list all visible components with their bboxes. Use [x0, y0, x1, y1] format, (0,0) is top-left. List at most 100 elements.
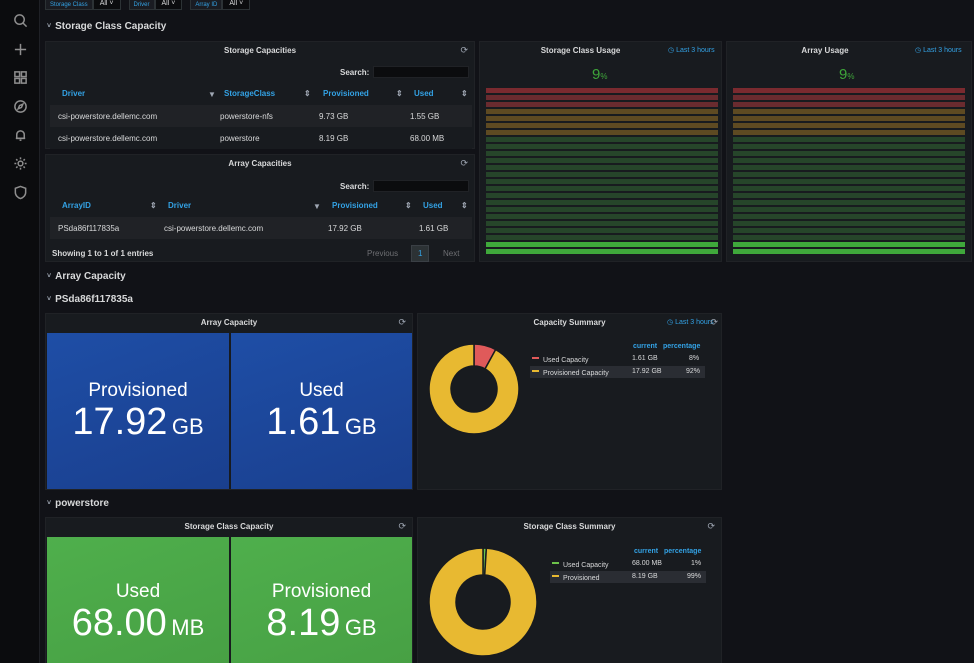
storage-class-summary-panel: Storage Class Summary ⟳ current percenta…	[417, 517, 722, 663]
row-storage-class-capacity[interactable]: ˅ Storage Class Capacity	[47, 21, 166, 32]
explore-icon[interactable]	[12, 98, 28, 114]
gauge-segment	[486, 165, 718, 170]
row-array-capacity[interactable]: ˅ Array Capacity	[47, 271, 126, 282]
gauge-segment	[733, 130, 965, 135]
donut-slice[interactable]	[428, 547, 538, 657]
row-title: Storage Class Capacity	[55, 21, 167, 32]
array-id-select[interactable]: All ˅	[222, 0, 251, 10]
row-powerstore[interactable]: ˅ powerstore	[47, 498, 109, 509]
sort-icon[interactable]: ▼	[208, 90, 216, 99]
search-label: Search:	[340, 68, 370, 77]
search-input[interactable]	[373, 66, 469, 78]
refresh-icon[interactable]: ⟳	[710, 317, 718, 327]
driver-select[interactable]: All ˅	[154, 0, 183, 10]
dashboards-icon[interactable]	[12, 69, 28, 85]
table-row[interactable]: csi-powerstore.dellemc.com powerstore 8.…	[50, 127, 472, 149]
legend-item[interactable]: Used Capacity 68.00 MB 1%	[550, 558, 706, 570]
array-capacity-panel: Array Capacity ⟳ Provisioned 17.92 GB Us…	[45, 313, 413, 490]
gauge-segment	[486, 95, 718, 100]
legend-item[interactable]: Provisioned Capacity 17.92 GB 92%	[530, 366, 705, 378]
column-header[interactable]: Used	[414, 89, 434, 98]
storage-class-capacity-panel: Storage Class Capacity ⟳ Used 68.00 MB P…	[45, 517, 413, 663]
legend-header: percentage	[664, 548, 702, 555]
gauge-segment	[733, 109, 965, 114]
search-icon[interactable]	[12, 12, 28, 28]
variables-bar: Storage Class All ˅ Driver All ˅ Array I…	[45, 0, 258, 11]
row-array-id[interactable]: ˅ PSda86f117835a	[47, 294, 133, 305]
panel-title: Capacity Summary	[533, 318, 606, 327]
gauge-segment	[486, 193, 718, 198]
gauge-segment	[733, 88, 965, 93]
column-header[interactable]: Driver	[62, 89, 86, 98]
gauge-segment	[486, 123, 718, 128]
gauge-segment	[486, 235, 718, 240]
storage-class-select[interactable]: All ˅	[92, 0, 121, 10]
panel-title: Storage Capacities	[223, 46, 297, 55]
gauge-segment	[733, 172, 965, 177]
next-button[interactable]: Next	[443, 249, 460, 258]
legend-swatch	[552, 575, 559, 578]
refresh-icon[interactable]: ⟳	[707, 521, 715, 531]
row-title: PSda86f117835a	[55, 294, 133, 305]
panel-title: Array Capacity	[200, 318, 258, 327]
time-range-picker[interactable]: ◷ Last 3 hours	[668, 47, 715, 54]
gauge-segment	[486, 144, 718, 149]
legend-header: current	[634, 548, 659, 555]
clock-icon: ◷	[667, 319, 674, 326]
chevron-down-icon: ˅	[47, 23, 52, 30]
legend-item[interactable]: Provisioned 8.19 GB 99%	[550, 571, 706, 583]
column-header[interactable]: Used	[423, 201, 443, 210]
gauge-segment	[486, 137, 718, 142]
gauge-segment	[733, 214, 965, 219]
sort-icon[interactable]: ▼	[313, 202, 321, 211]
sort-icon[interactable]: ⇕	[461, 89, 468, 98]
gauge-segment	[486, 109, 718, 114]
column-header[interactable]: Driver	[168, 201, 192, 210]
variable-label: Storage Class	[45, 0, 93, 10]
refresh-icon[interactable]: ⟳	[460, 45, 468, 55]
donut-slice[interactable]	[428, 343, 520, 435]
search-input[interactable]	[373, 180, 469, 192]
legend-swatch	[532, 357, 539, 360]
gauge-segment	[486, 242, 718, 247]
gauge-segment	[486, 116, 718, 121]
legend-item[interactable]: Used Capacity 1.61 GB 8%	[530, 353, 705, 365]
previous-button[interactable]: Previous	[367, 249, 399, 258]
gauge-segment	[486, 179, 718, 184]
sort-icon[interactable]: ⇕	[304, 89, 311, 98]
gear-icon[interactable]	[12, 155, 28, 171]
gauge-segment	[733, 228, 965, 233]
sort-icon[interactable]: ⇕	[396, 89, 403, 98]
column-header[interactable]: StorageClass	[224, 89, 276, 98]
legend-swatch	[552, 562, 559, 565]
gauge-segment	[486, 102, 718, 107]
table-row[interactable]: PSda86f117835a csi-powerstore.dellemc.co…	[50, 217, 472, 239]
gauge-segment	[486, 186, 718, 191]
column-header[interactable]: Provisioned	[332, 201, 378, 210]
gauge-segment	[486, 200, 718, 205]
chevron-down-icon: ˅	[47, 296, 52, 303]
refresh-icon[interactable]: ⟳	[460, 158, 468, 168]
plus-icon[interactable]	[12, 41, 28, 57]
gauge-segment	[486, 214, 718, 219]
gauge-segment	[733, 102, 965, 107]
gauge-value: 9%	[592, 66, 608, 83]
time-range-picker[interactable]: ◷ Last 3 hours	[915, 47, 962, 54]
alerting-icon[interactable]	[12, 127, 28, 143]
legend-header: current	[633, 343, 658, 350]
gauge-segment	[486, 158, 718, 163]
page-button[interactable]: 1	[411, 245, 430, 262]
column-header[interactable]: ArrayID	[62, 201, 91, 210]
gauge-segment	[733, 249, 965, 254]
column-header[interactable]: Provisioned	[323, 89, 369, 98]
sort-icon[interactable]: ⇕	[461, 201, 468, 210]
sort-icon[interactable]: ⇕	[405, 201, 412, 210]
shield-icon[interactable]	[12, 184, 28, 200]
refresh-icon[interactable]: ⟳	[398, 317, 406, 327]
row-title: Array Capacity	[55, 271, 126, 282]
sort-icon[interactable]: ⇕	[150, 201, 157, 210]
refresh-icon[interactable]: ⟳	[398, 521, 406, 531]
gauge-segment	[486, 130, 718, 135]
time-range-picker[interactable]: ◷ Last 3 hours	[667, 319, 714, 326]
table-row[interactable]: csi-powerstore.dellemc.com powerstore-nf…	[50, 105, 472, 127]
